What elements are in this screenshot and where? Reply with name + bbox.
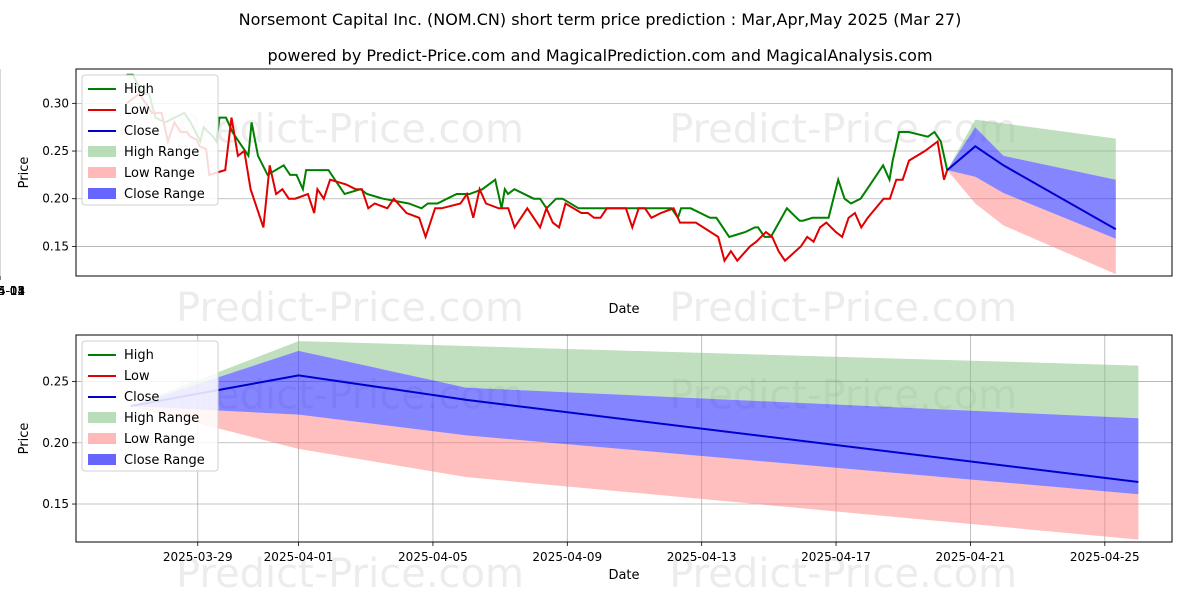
watermark: Predict-Price.com (669, 551, 1017, 597)
plot-frame (75, 334, 1173, 543)
high-range-band (947, 119, 1116, 180)
legend-label: Low Range (124, 432, 195, 447)
x-tick-label: 2025-04-25 (1070, 550, 1140, 564)
plot-frame (75, 68, 1173, 277)
chart-subtitle: powered by Predict-Price.com and Magical… (267, 46, 933, 65)
legend-label: High (124, 82, 154, 97)
x-tick-label: 2025-04 (0, 284, 25, 298)
close-forecast-line (946, 145, 1117, 231)
legend-swatch (88, 188, 116, 199)
chart-title: Norsemont Capital Inc. (NOM.CN) short te… (238, 10, 962, 29)
legend-label: High (124, 348, 154, 363)
x-tick-label: 2025-03 (0, 284, 25, 298)
legend-swatch (88, 167, 116, 178)
watermark: Predict-Price.com (669, 285, 1017, 331)
y-tick-label: 0.20 (42, 192, 69, 206)
legend-swatch (88, 146, 116, 157)
watermark: Predict-Price.com (176, 551, 524, 597)
x-tick-label: 2025-04-09 (532, 550, 602, 564)
legend-swatch (88, 412, 116, 423)
y-tick-label: 0.15 (42, 239, 69, 253)
y-tick-label: 0.25 (42, 375, 69, 389)
watermark: Predict-Price.com (176, 285, 524, 331)
x-tick-label: 2025-04-01 (264, 550, 334, 564)
legend-swatch (88, 454, 116, 465)
legend-label: Close Range (124, 187, 205, 202)
legend-label: Low (124, 103, 150, 118)
plot-area (126, 73, 1117, 275)
y-tick-label: 0.15 (42, 497, 69, 511)
x-axis-label: Date (608, 302, 639, 317)
x-tick-label: 2025-02 (0, 284, 25, 298)
x-tick-label: 2024-11 (0, 284, 25, 298)
legend-label: High Range (124, 145, 199, 160)
legend-label: Low Range (124, 166, 195, 181)
y-tick-label: 0.30 (42, 96, 69, 110)
y-tick-label: 0.25 (42, 144, 69, 158)
x-tick-label: 2025-04-05 (398, 550, 468, 564)
legend-label: Close Range (124, 453, 205, 468)
x-tick-label: 2025-03-29 (163, 550, 233, 564)
y-tick-label: 0.20 (42, 436, 69, 450)
plot-area (130, 341, 1139, 540)
legend-label: High Range (124, 411, 199, 426)
low-series-line (126, 92, 949, 264)
high-series-line (126, 73, 949, 239)
x-tick-label: 2025-04-17 (801, 550, 871, 564)
x-tick-label: 2025-04-21 (936, 550, 1006, 564)
low-range-band (130, 406, 1139, 540)
x-tick-label: 2025-04-13 (667, 550, 737, 564)
x-tick-label: 2025-01 (0, 284, 25, 298)
x-tick-label: 2025-05 (0, 284, 25, 298)
y-axis-label: Price (17, 423, 32, 455)
legend-label: Close (124, 390, 159, 405)
watermark: Predict-Price.com (669, 107, 1017, 153)
low-range-band (947, 170, 1116, 275)
x-axis-label: Date (608, 568, 639, 583)
legend-swatch (88, 433, 116, 444)
y-axis-label: Price (17, 157, 32, 189)
legend-label: Low (124, 369, 150, 384)
x-tick-label: 2024-12 (0, 284, 25, 298)
high-range-band (130, 341, 1139, 419)
legend-label: Close (124, 124, 159, 139)
